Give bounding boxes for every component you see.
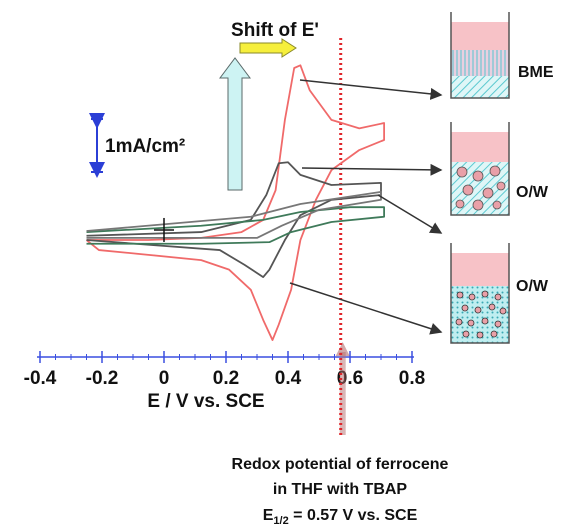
caption-symbol: E	[263, 507, 274, 524]
x-tick-label: -0.2	[86, 368, 119, 389]
increase-arrow	[219, 57, 251, 191]
chart-title: Shift of E'	[231, 20, 319, 41]
scale-bar-label: 1mA/cm²	[105, 136, 185, 157]
caption-line: Redox potential of ferrocene	[232, 456, 449, 473]
x-tick-label: -0.4	[24, 368, 57, 389]
beaker-label: O/W	[516, 184, 549, 201]
x-tick-label: 0.4	[275, 368, 302, 389]
cv-curve	[85, 64, 385, 341]
caption-rest: = 0.57 V vs. SCE	[289, 507, 418, 524]
caption-subscript: 1/2	[273, 515, 288, 527]
beaker-ow-2	[450, 243, 510, 344]
x-tick-label: 0	[159, 368, 170, 389]
beaker-bme	[450, 12, 510, 99]
plot: -0.4 -0.2 0 0.2 0.4 0.6 0.8E / V vs. SCE	[24, 38, 425, 436]
pointer-arrows	[289, 79, 443, 335]
x-axis-label: E / V vs. SCE	[147, 391, 264, 412]
caption-line: E1/2 = 0.57 V vs. SCE	[263, 507, 418, 527]
beaker-label: BME	[518, 64, 554, 81]
cv-curve	[86, 206, 385, 245]
caption-line: in THF with TBAP	[273, 481, 408, 498]
x-tick-label: 0.2	[213, 368, 239, 389]
reference-arrow-head	[335, 342, 350, 356]
x-tick-label: 0.8	[399, 368, 425, 389]
cv-curve	[86, 190, 382, 239]
shift-arrow	[239, 38, 297, 58]
beaker-ow-1	[450, 122, 510, 216]
beaker-label: O/W	[516, 278, 549, 295]
